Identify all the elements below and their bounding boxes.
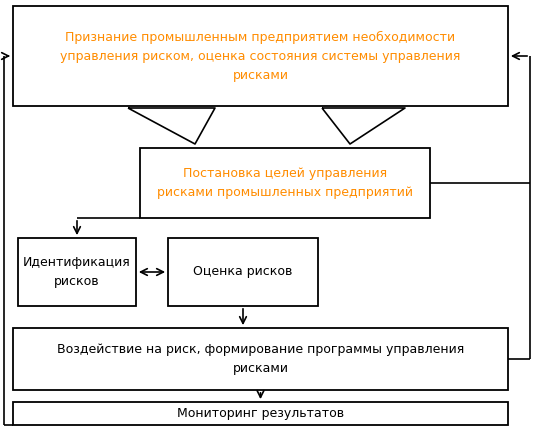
Bar	[140, 148, 430, 218]
Text: Мониторинг результатов: Мониторинг результатов	[177, 407, 344, 420]
Text: Признание промышленным предприятием необходимости
управления риском, оценка сост: Признание промышленным предприятием необ…	[60, 31, 461, 82]
Text: Идентификация
рисков: Идентификация рисков	[23, 256, 131, 288]
Text: Воздействие на риск, формирование программы управления
рисками: Воздействие на риск, формирование програ…	[57, 343, 464, 375]
Bar	[13, 402, 508, 425]
Polygon shape	[128, 108, 215, 144]
Bar	[18, 238, 136, 306]
Bar	[13, 328, 508, 390]
Polygon shape	[322, 108, 405, 144]
Bar	[13, 6, 508, 106]
Text: Постановка целей управления
рисками промышленных предприятий: Постановка целей управления рисками пром…	[157, 167, 413, 199]
Bar	[168, 238, 318, 306]
Text: Оценка рисков: Оценка рисков	[193, 265, 293, 279]
